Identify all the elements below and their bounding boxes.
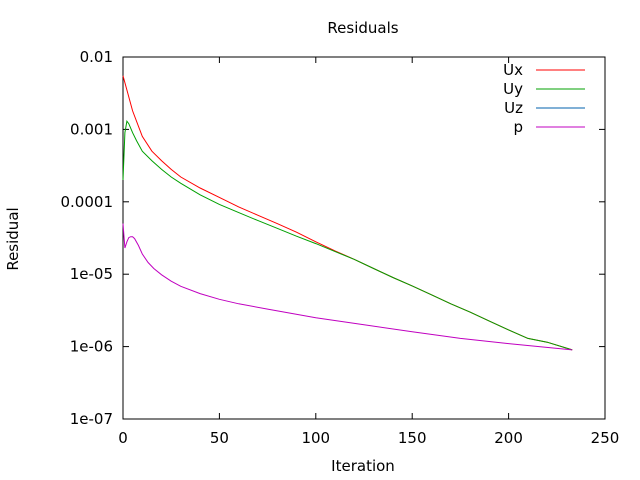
y-tick-label: 0.01 bbox=[80, 48, 113, 66]
y-axis-label: Residual bbox=[4, 207, 22, 270]
axis-layer: 0 50 100 150 200 250 0.01 0.001 0.0001 1e-05 1e-06… bbox=[61, 48, 620, 447]
legend-label-uz: Uz bbox=[504, 99, 523, 117]
series-layer bbox=[122, 75, 573, 351]
plot-frame bbox=[122, 56, 606, 420]
chart-title: Residuals bbox=[327, 19, 398, 37]
series-line-uy bbox=[122, 119, 573, 351]
x-tick-label: 250 bbox=[591, 429, 620, 447]
y-tick-label: 1e-05 bbox=[70, 265, 113, 283]
legend-label-ux: Ux bbox=[503, 61, 523, 79]
x-tick-label: 150 bbox=[398, 429, 427, 447]
legend-label-p: p bbox=[513, 118, 523, 136]
y-tick-label: 1e-06 bbox=[70, 338, 113, 356]
x-tick-label: 200 bbox=[494, 429, 523, 447]
y-tick-label: 0.0001 bbox=[61, 193, 114, 211]
x-tick-label: 0 bbox=[118, 429, 128, 447]
series-line-p bbox=[122, 223, 573, 351]
x-tick-label: 50 bbox=[210, 429, 229, 447]
y-tick-label: 0.001 bbox=[70, 120, 113, 138]
x-tick-label: 100 bbox=[301, 429, 330, 447]
x-axis-label: Iteration bbox=[331, 457, 395, 475]
legend-label-uy: Uy bbox=[503, 80, 523, 98]
y-tick-label: 1e-07 bbox=[70, 410, 113, 428]
